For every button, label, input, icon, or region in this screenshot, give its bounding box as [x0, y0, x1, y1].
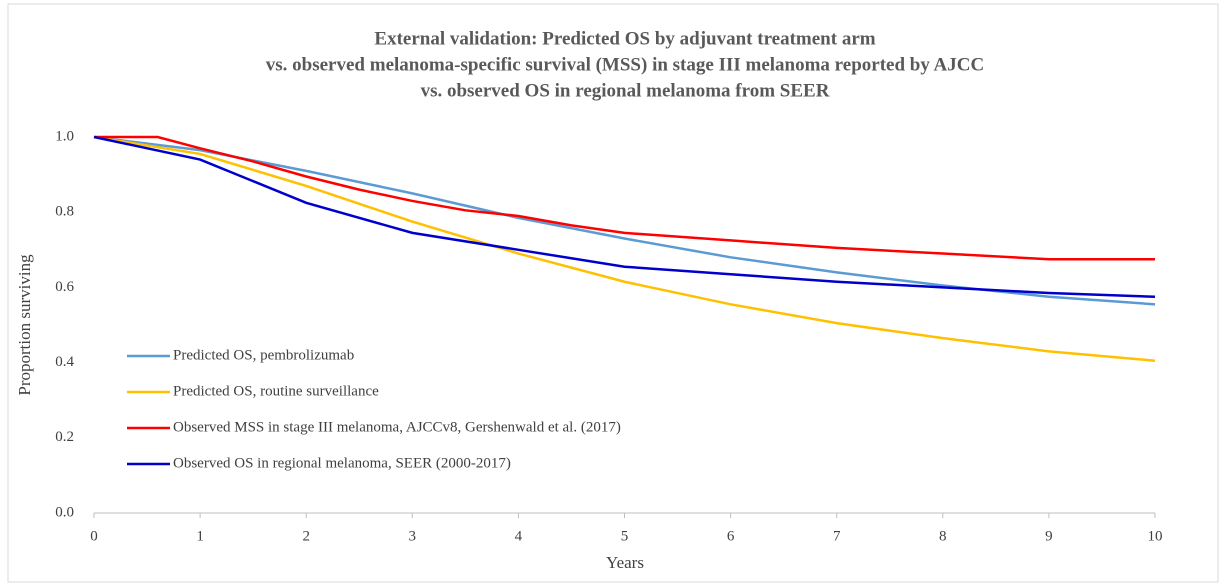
y-tick-label: 0.4: [55, 354, 74, 370]
chart-border: [7, 3, 1219, 583]
x-tick-label: 8: [939, 528, 947, 544]
x-tick-label: 9: [1045, 528, 1053, 544]
x-tick-label: 2: [302, 528, 310, 544]
line-series: [93, 135, 1156, 299]
x-tick-label: 3: [409, 528, 417, 544]
line-series: [93, 135, 1156, 362]
x-tick-label: 10: [1148, 528, 1163, 544]
y-tick-label: 0.2: [55, 429, 74, 445]
y-tick-label: 0.8: [55, 204, 74, 220]
y-tick-label: 1.0: [55, 128, 74, 144]
chart-title: External validation: Predicted OS by adj…: [374, 28, 875, 49]
chart-title: vs. observed melanoma-specific survival …: [266, 54, 984, 75]
y-tick-label: 0.6: [55, 279, 74, 295]
x-tick-label: 0: [90, 528, 98, 544]
legend-label: Observed OS in regional melanoma, SEER (…: [173, 455, 511, 471]
x-tick-label: 5: [621, 528, 629, 544]
legend-label: Observed MSS in stage III melanoma, AJCC…: [173, 419, 621, 435]
x-tick-label: 1: [196, 528, 204, 544]
legend-label: Predicted OS, pembrolizumab: [173, 347, 354, 363]
x-tick-label: 6: [727, 528, 735, 544]
chart-title: vs. observed OS in regional melanoma fro…: [421, 80, 830, 101]
legend-label: Predicted OS, routine surveillance: [173, 383, 379, 399]
y-tick-label: 0.0: [55, 504, 74, 520]
x-tick-label: 4: [515, 528, 523, 544]
x-axis-label: Years: [606, 553, 644, 572]
x-tick-label: 7: [833, 528, 841, 544]
y-axis-label: Proportion surviving: [15, 254, 34, 396]
line-series: [94, 135, 1155, 261]
